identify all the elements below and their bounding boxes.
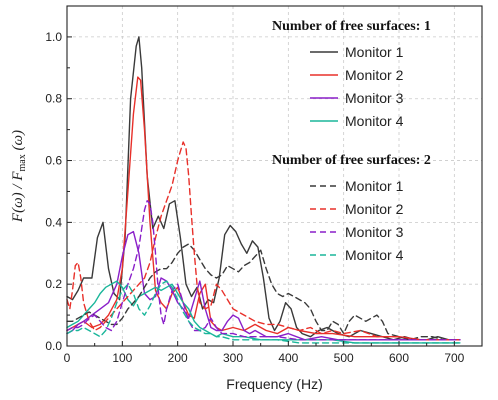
y-axis-title-subscript: max [17, 154, 28, 171]
series-layer [66, 36, 461, 344]
y-axis-title: F(ω) / Fmax (ω) [10, 130, 28, 223]
series-line-two-surfaces-monitor-1 [66, 243, 461, 341]
y-axis-title-main: F(ω) / F [10, 171, 26, 223]
series-line-two-surfaces-monitor-3 [66, 199, 461, 341]
ticks-layer: 0 100 200 300 400 500 600 700 0.0 0.2 0.4 0.6 0.8 1.0 [45, 5, 465, 365]
series-line-two-surfaces-monitor-2 [66, 141, 461, 341]
legend-entry-label: Monitor 2 [345, 201, 404, 217]
legend-entry-label: Monitor 4 [345, 247, 404, 263]
legend-group-title: Number of free surfaces: 2 [272, 153, 431, 168]
x-tick-label: 400 [278, 351, 298, 365]
x-tick-label: 200 [168, 351, 188, 365]
y-tick-label: 0.0 [45, 339, 62, 353]
legend-entry-label: Monitor 3 [345, 224, 404, 240]
x-tick-label: 700 [444, 351, 464, 365]
legend-entry-label: Monitor 1 [345, 178, 404, 194]
series-line-two-surfaces-monitor-4 [66, 280, 461, 344]
y-tick-label: 0.6 [45, 154, 62, 168]
x-tick-label: 500 [334, 351, 354, 365]
y-axis-title-tail: (ω) [10, 130, 26, 154]
legend-entry-label: Monitor 3 [345, 90, 404, 106]
legend-group-title: Number of free surfaces: 1 [272, 19, 431, 34]
grid-layer [66, 6, 482, 347]
legend-entry-label: Monitor 4 [345, 113, 404, 129]
legend-entry-label: Monitor 2 [345, 67, 404, 83]
legend: Number of free surfaces: 1 Monitor 1 Monit… [272, 19, 431, 263]
x-tick-label: 300 [223, 351, 243, 365]
y-tick-label: 0.2 [45, 277, 62, 291]
series-line-one-surface-monitor-2 [66, 76, 461, 341]
series-line-one-surface-monitor-3 [66, 230, 461, 341]
x-axis-title: Frequency (Hz) [226, 376, 322, 392]
plot-frame [66, 5, 483, 347]
x-tick-label: 0 [64, 351, 71, 365]
x-tick-label: 100 [112, 351, 132, 365]
x-tick-label: 600 [389, 351, 409, 365]
y-tick-label: 0.8 [45, 92, 62, 106]
legend-entry-label: Monitor 1 [345, 44, 404, 60]
y-tick-label: 0.4 [45, 215, 62, 229]
y-tick-label: 1.0 [45, 30, 62, 44]
